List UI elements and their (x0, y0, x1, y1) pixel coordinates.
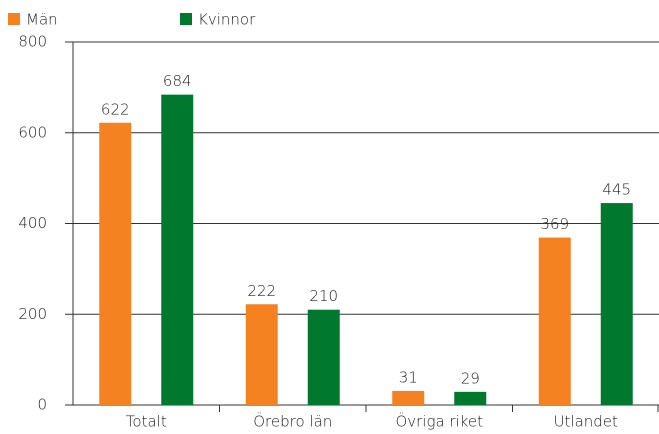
legend-label: Kvinnor (198, 11, 256, 29)
value-label: 29 (461, 369, 480, 387)
bar (99, 122, 132, 405)
value-label: 31 (399, 368, 418, 386)
y-tick-label: 600 (18, 123, 47, 141)
value-label: 369 (540, 215, 569, 233)
value-label: 445 (602, 181, 631, 199)
bar (538, 237, 571, 405)
value-label: 210 (309, 287, 338, 305)
legend-swatch (8, 13, 20, 25)
y-tick-label: 800 (18, 33, 47, 51)
bar (161, 94, 194, 405)
value-label: 622 (101, 100, 130, 118)
bar (245, 304, 278, 405)
bar (307, 309, 340, 405)
x-tick-label: Totalt (126, 413, 167, 431)
x-tick-label: Övriga riket (395, 412, 483, 431)
x-tick-label: Utlandet (554, 413, 618, 431)
x-tick-label: Örebro län (253, 412, 332, 431)
legend-swatch (180, 13, 192, 25)
bar (600, 203, 633, 405)
bar (392, 390, 425, 405)
value-label: 222 (247, 282, 276, 300)
bar (454, 391, 487, 405)
value-label: 684 (163, 72, 192, 90)
y-tick-label: 400 (18, 214, 47, 232)
y-tick-label: 0 (37, 396, 47, 414)
y-tick-label: 200 (18, 305, 47, 323)
legend-label: Män (26, 11, 58, 29)
